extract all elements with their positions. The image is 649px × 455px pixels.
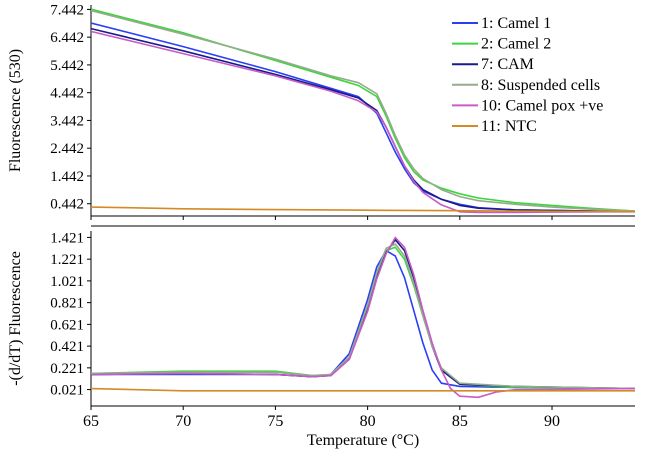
x-tick-label: 90 xyxy=(544,413,560,430)
x-tick-label: 70 xyxy=(175,413,191,430)
y-tick-label: 1.221 xyxy=(50,252,84,268)
series-line-8-suspended-cells xyxy=(91,9,635,212)
y-tick-label: 0.442 xyxy=(50,197,84,213)
y-tick-label: 0.021 xyxy=(50,383,84,399)
y-tick-label: 4.442 xyxy=(50,86,84,102)
x-axis-label: Temperature (°C) xyxy=(307,432,419,449)
y-tick-label: 6.442 xyxy=(50,30,84,46)
legend-entry: 11: NTC xyxy=(481,118,537,135)
y-tick-label: 3.442 xyxy=(50,113,84,129)
series-line-11-ntc xyxy=(91,387,635,392)
legend-entry: 1: Camel 1 xyxy=(481,15,551,32)
y-tick-label: 0.621 xyxy=(50,317,84,333)
series-line-11-ntc xyxy=(91,206,635,213)
series-line-2-camel-2 xyxy=(91,8,635,212)
y-tick-label: 0.221 xyxy=(50,361,84,377)
series-line-10-camel-pox-ve xyxy=(91,30,635,214)
series-line-10-camel-pox-ve xyxy=(91,236,635,399)
y-axis-label: -(d/dT) Fluorescence xyxy=(7,251,24,386)
legend-entry: 10: Camel pox +ve xyxy=(481,97,603,114)
legend-entry: 8: Suspended cells xyxy=(481,77,600,94)
bottom-derivative-panel: 1.421 1.221 1.021 0.821 0.621 0.421 0.221 0.021… xyxy=(7,230,635,449)
y-tick-label: 5.442 xyxy=(50,58,84,74)
series-line-8-suspended-cells xyxy=(91,243,635,390)
y-tick-label: 0.421 xyxy=(50,339,84,355)
y-axis-label: Fluorescence (530) xyxy=(7,49,24,172)
y-tick-label: 0.821 xyxy=(50,296,84,312)
x-tick-label: 65 xyxy=(83,413,99,430)
x-tick-label: 85 xyxy=(452,413,468,430)
y-tick-label: 7.442 xyxy=(50,2,84,18)
x-tick-label: 75 xyxy=(267,413,283,430)
top-fluorescence-panel: 7.442 6.442 5.442 4.442 3.442 2.442 1.442 0.442… xyxy=(7,2,635,220)
legend-entry: 7: CAM xyxy=(481,56,534,73)
y-tick-label: 1.021 xyxy=(50,274,84,290)
y-tick-label: 1.442 xyxy=(50,169,84,185)
y-tick-label: 1.421 xyxy=(50,230,84,246)
x-tick-label: 80 xyxy=(360,413,376,430)
legend-entry: 2: Camel 2 xyxy=(481,36,551,53)
y-tick-label: 2.442 xyxy=(50,141,84,157)
legend: 1: Camel 1 2: Camel 2 7: CAM 8: Suspended c… xyxy=(452,15,603,135)
series-line-7-cam xyxy=(91,27,635,213)
